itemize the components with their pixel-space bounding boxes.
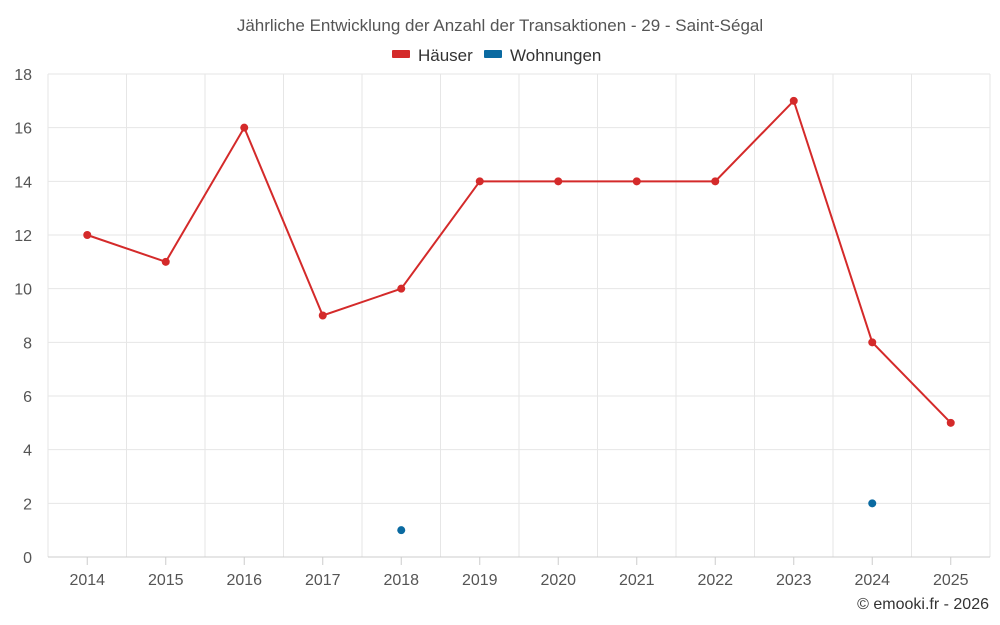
x-tick-label: 2017 xyxy=(305,572,341,589)
y-tick-label: 6 xyxy=(23,389,32,406)
data-point-haeuser[interactable] xyxy=(868,338,877,347)
data-point-haeuser[interactable] xyxy=(554,177,563,186)
y-tick-label: 12 xyxy=(14,228,32,245)
x-tick-label: 2024 xyxy=(854,572,890,589)
x-tick-label: 2019 xyxy=(462,572,498,589)
x-tick-label: 2023 xyxy=(776,572,812,589)
legend-item-haeuser[interactable]: Häuser xyxy=(392,46,473,65)
legend-label-haeuser: Häuser xyxy=(418,46,473,65)
y-tick-label: 14 xyxy=(14,174,32,191)
legend-item-wohnungen[interactable]: Wohnungen xyxy=(484,46,601,65)
y-tick-label: 16 xyxy=(14,121,32,138)
data-point-haeuser[interactable] xyxy=(83,231,92,239)
x-tick-label: 2014 xyxy=(69,572,105,589)
y-axis: 0 2 4 6 8 10 12 14 16 18 xyxy=(14,67,32,567)
plot-area xyxy=(83,96,955,535)
data-point-haeuser[interactable] xyxy=(397,284,406,293)
credit-text: © emooki.fr - 2026 xyxy=(857,596,989,613)
legend-swatch-haeuser xyxy=(392,50,410,58)
data-point-haeuser[interactable] xyxy=(946,418,955,427)
y-tick-label: 18 xyxy=(14,67,32,84)
data-point-haeuser[interactable] xyxy=(161,257,170,266)
legend-swatch-wohnungen xyxy=(484,50,502,58)
grid xyxy=(47,73,991,558)
data-point-haeuser[interactable] xyxy=(711,177,720,186)
y-tick-label: 8 xyxy=(23,335,32,352)
data-point-wohnungen[interactable] xyxy=(397,526,406,535)
x-tick-label: 2016 xyxy=(226,572,262,589)
data-point-haeuser[interactable] xyxy=(789,96,798,105)
y-tick-label: 0 xyxy=(23,550,32,567)
data-point-haeuser[interactable] xyxy=(318,311,327,320)
legend[interactable]: Häuser Wohnungen xyxy=(392,46,601,65)
data-point-haeuser[interactable] xyxy=(240,123,249,132)
x-tick-label: 2015 xyxy=(148,572,184,589)
y-tick-label: 10 xyxy=(14,282,32,299)
x-tick-label: 2022 xyxy=(697,572,733,589)
data-point-haeuser[interactable] xyxy=(475,177,484,186)
legend-label-wohnungen: Wohnungen xyxy=(510,46,601,65)
series-line-haeuser xyxy=(86,98,952,424)
y-tick-label: 4 xyxy=(23,443,32,460)
x-tick-label: 2021 xyxy=(619,572,655,589)
y-tick-label: 2 xyxy=(23,496,32,513)
data-point-haeuser[interactable] xyxy=(632,177,641,186)
x-axis: 2014 2015 2016 2017 2018 2019 2020 2021 2022 2023… xyxy=(48,556,990,589)
data-point-wohnungen[interactable] xyxy=(868,499,877,508)
x-tick-label: 2018 xyxy=(383,572,419,589)
x-tick-label: 2025 xyxy=(933,572,969,589)
x-tick-label: 2020 xyxy=(540,572,576,589)
chart-title: Jährliche Entwicklung der Anzahl der Tra… xyxy=(237,16,763,35)
